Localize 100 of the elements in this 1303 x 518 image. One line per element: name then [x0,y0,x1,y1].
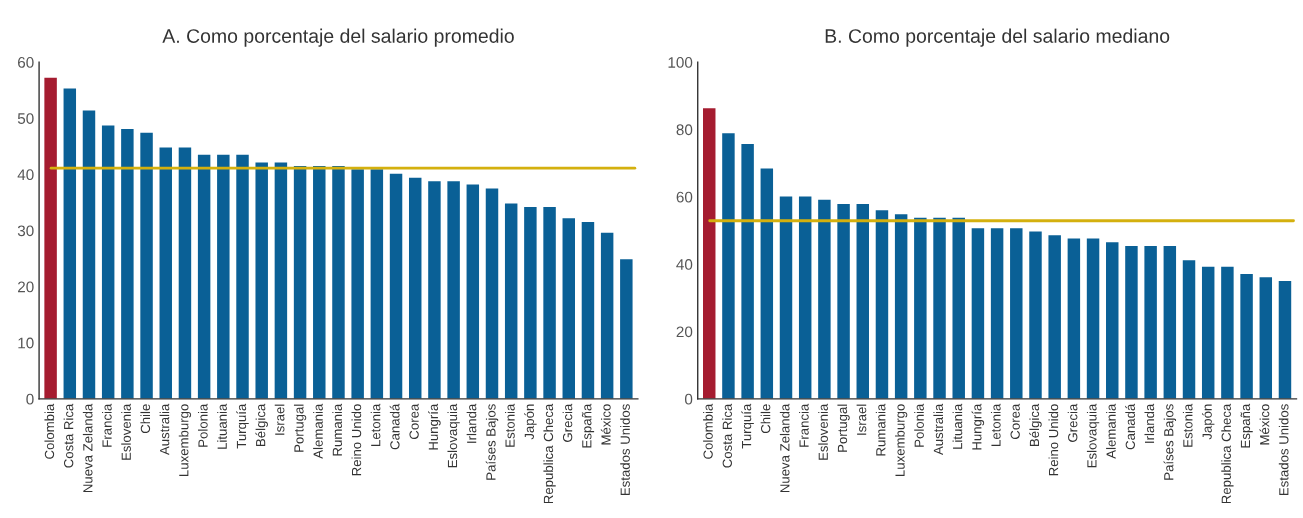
chart-title: A. Como porcentaje del salario promedio [162,28,514,47]
bar [217,154,230,399]
x-tick-label: Reino Unido [1048,404,1059,476]
bar [760,168,774,399]
bar [178,147,192,399]
bar [798,196,812,399]
x-tick-label: Australia [933,403,944,456]
bar [1221,266,1234,399]
x-tick-label: Alemania [1106,403,1116,459]
bar [44,77,57,399]
bar [389,173,403,399]
y-tick-label: 20 [18,281,34,293]
bar [524,206,537,399]
bar [293,165,307,399]
x-tick-label: Portugal [837,404,850,452]
bar [1125,246,1138,399]
bar [1144,246,1157,399]
bar [1259,277,1273,399]
x-tick-label: Países Bajos [485,404,499,480]
x-tick-label: Canadá [389,403,400,450]
x-tick-label: Eslovenia [121,403,131,460]
bar [351,169,364,399]
bar [837,203,850,399]
x-tick-label: Bélgica [255,403,268,446]
bar [1201,266,1215,399]
x-tick-label: Alemania [313,403,323,459]
x-tick-label: Nueva Zelanda [779,403,790,493]
x-tick-label: México [1259,404,1270,445]
x-tick-label: Estonia [505,403,515,447]
y-tick-label: 20 [676,326,693,338]
x-tick-label: Canadá [1125,403,1135,450]
bar [1163,246,1177,399]
x-tick-label: Letonia [370,403,381,446]
bar [255,162,268,399]
bar [1106,242,1119,399]
bar [562,218,575,399]
bar [856,203,870,399]
x-tick-label: Rumania [875,403,886,456]
bar [82,110,96,399]
x-tick-label: México [600,404,611,445]
bar [332,165,345,399]
bar [620,259,633,399]
bar [741,143,754,399]
bar [543,206,556,399]
x-tick-label: Eslovaquia [447,403,460,468]
bar [703,108,716,399]
bar [933,217,946,399]
y-tick-label: 40 [676,259,693,270]
bar [1029,231,1042,399]
x-tick-label: Rumania [332,403,343,456]
bar [274,162,288,399]
y-tick-label: 0 [684,393,693,405]
x-tick-label: Colombia [703,403,713,459]
bar [990,228,1004,399]
x-tick-label: Grecia [1067,403,1078,442]
y-tick-label: 30 [17,225,34,237]
x-tick-label: Grecia [562,403,573,442]
bar [504,203,518,399]
bar [1010,228,1023,399]
bar [894,214,908,399]
x-tick-label: Australia [159,403,170,456]
bar [600,232,614,399]
x-tick-label: Estonia [1182,403,1193,447]
x-tick-label: Reino Unido [351,404,362,476]
x-tick-label: Francia [799,403,809,447]
x-tick-label: Bélgica [1029,403,1042,446]
bar [485,188,499,399]
x-tick-label: Polonia [197,403,208,447]
x-tick-label: Israel [274,404,285,435]
bar [197,154,211,399]
y-tick-label: 100 [668,57,693,68]
y-tick-label: 50 [17,113,34,124]
x-tick-label: Corea [1010,403,1020,439]
x-tick-label: España [1240,403,1253,448]
x-tick-label: Republica Checa [543,403,556,504]
x-tick-label: Francia [102,403,112,447]
x-tick-label: Hungría [428,403,441,450]
x-tick-label: Portugal [293,404,307,452]
x-tick-label: Turquía [741,403,754,449]
x-tick-label: Irlanda [466,403,477,443]
bar [101,125,115,399]
bar [971,228,985,399]
x-tick-label: Chile [760,404,771,434]
bar [1086,238,1100,399]
x-tick-label: Eslovaquia [1086,403,1100,468]
x-tick-label: Turquía [236,403,249,449]
y-tick-label: 0 [26,393,34,405]
bar [370,169,384,399]
x-tick-label: Estados Unidos [1278,404,1289,496]
x-tick-label: Corea [409,403,419,439]
y-tick-label: 10 [18,337,34,349]
bar [466,184,480,399]
x-tick-label: Países Bajos [1163,404,1177,480]
bar [121,128,134,399]
x-tick-label: Chile [140,404,151,434]
bar [409,177,422,399]
x-tick-label: Japón [524,404,537,440]
bar [1048,235,1061,399]
bar [63,88,77,399]
x-tick-label: Colombia [44,403,55,459]
